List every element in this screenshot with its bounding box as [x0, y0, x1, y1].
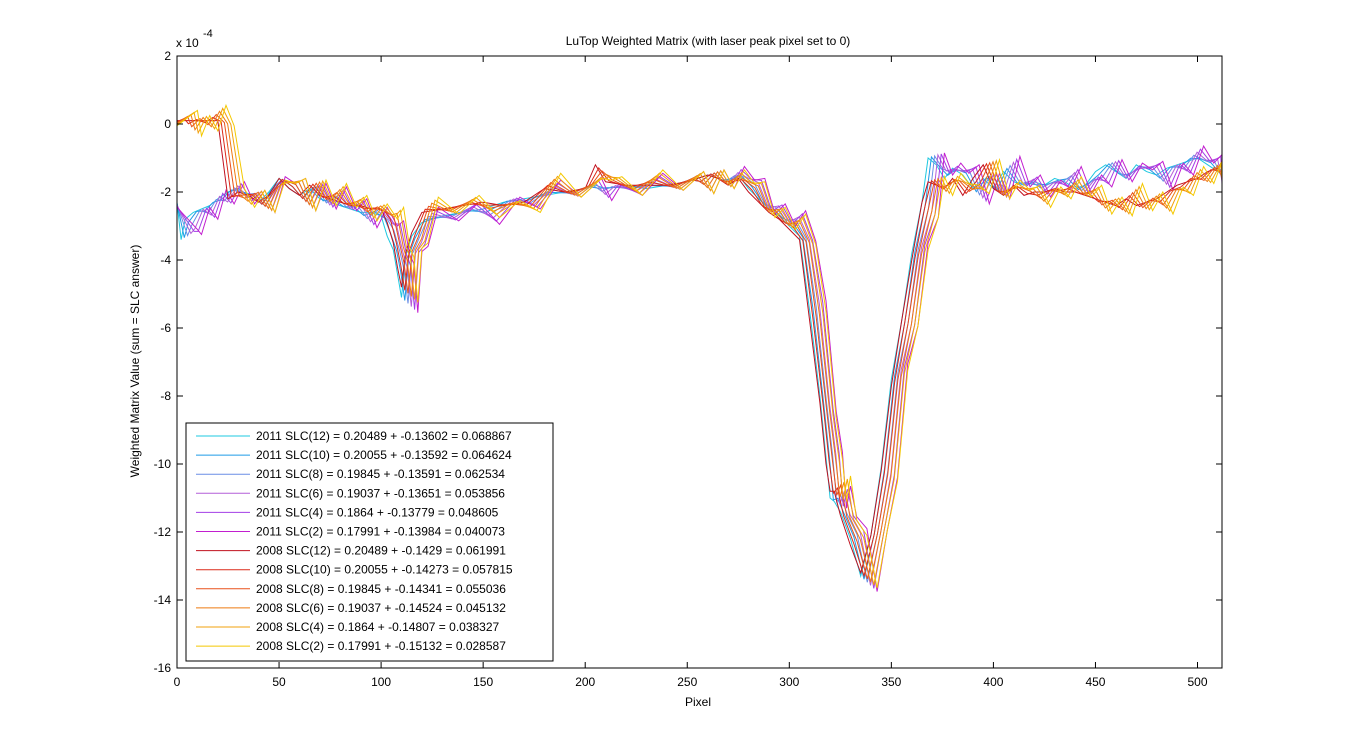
- legend-entry: 2011 SLC(8) = 0.19845 + -0.13591 = 0.062…: [256, 467, 505, 481]
- tick-layer: 0 50 100 150 200 250 300 350 400 450 500 2 0 -2 -4 -6 -8…: [154, 49, 1222, 689]
- x-tick-label: 400: [983, 675, 1003, 689]
- series-line-10: [177, 107, 1222, 586]
- y-tick-label: -16: [154, 661, 172, 675]
- y-tick-label: -6: [160, 321, 171, 335]
- y-tick-label: -12: [154, 525, 172, 539]
- legend-entry: 2008 SLC(12) = 0.20489 + -0.1429 = 0.061…: [256, 544, 506, 558]
- series-line-8: [177, 113, 1222, 580]
- legend-entry: 2011 SLC(12) = 0.20489 + -0.13602 = 0.06…: [256, 429, 512, 443]
- y-tick-label: -8: [160, 389, 171, 403]
- legend-box: [185, 422, 554, 662]
- legend-entry: 2011 SLC(4) = 0.1864 + -0.13779 = 0.0486…: [256, 505, 499, 519]
- x-tick-label: 500: [1187, 675, 1207, 689]
- plot-frame: [176, 55, 1223, 669]
- series-layer: [177, 103, 1222, 592]
- series-line-1: [177, 155, 1222, 580]
- y-axis-title: Weighted Matrix Value (sum = SLC answer): [128, 245, 142, 478]
- y-tick-label: -4: [160, 253, 171, 267]
- x-tick-label: 100: [371, 675, 391, 689]
- series-line-11: [177, 103, 1222, 589]
- x-tick-label: 450: [1085, 675, 1105, 689]
- legend-entry: 2008 SLC(10) = 0.20055 + -0.14273 = 0.05…: [256, 563, 513, 577]
- legend-entry: 2011 SLC(6) = 0.19037 + -0.13651 = 0.053…: [256, 486, 505, 500]
- series-line-9: [177, 110, 1222, 583]
- legend-entry: 2008 SLC(6) = 0.19037 + -0.14524 = 0.045…: [256, 601, 506, 615]
- series-line-3: [177, 151, 1222, 586]
- legend-entry: 2008 SLC(4) = 0.1864 + -0.14807 = 0.0383…: [256, 620, 500, 634]
- y-tick-label: -10: [154, 457, 172, 471]
- series-line-4: [177, 148, 1222, 589]
- y-tick-label: -14: [154, 593, 172, 607]
- y-multiplier-exponent: -4: [203, 28, 213, 40]
- legend-entry: 2011 SLC(10) = 0.20055 + -0.13592 = 0.06…: [256, 448, 512, 462]
- legend-entry: 2008 SLC(2) = 0.17991 + -0.15132 = 0.028…: [256, 639, 506, 653]
- x-tick-label: 0: [174, 675, 181, 689]
- x-tick-label: 350: [881, 675, 901, 689]
- y-tick-label: 2: [164, 49, 171, 63]
- y-tick-label: -2: [160, 185, 171, 199]
- legend-entry: 2008 SLC(8) = 0.19845 + -0.14341 = 0.055…: [256, 582, 506, 596]
- chart-title: LuTop Weighted Matrix (with laser peak p…: [566, 34, 851, 48]
- x-tick-label: 200: [575, 675, 595, 689]
- x-tick-label: 50: [272, 675, 286, 689]
- x-axis-title: Pixel: [685, 695, 711, 709]
- y-multiplier-base: x 10: [176, 36, 199, 50]
- x-tick-label: 150: [473, 675, 493, 689]
- x-tick-label: 300: [779, 675, 799, 689]
- legend: 2011 SLC(12) = 0.20489 + -0.13602 = 0.06…: [185, 422, 554, 662]
- x-tick-label: 250: [677, 675, 697, 689]
- legend-entry: 2011 SLC(2) = 0.17991 + -0.13984 = 0.040…: [256, 525, 505, 539]
- y-tick-label: 0: [164, 117, 171, 131]
